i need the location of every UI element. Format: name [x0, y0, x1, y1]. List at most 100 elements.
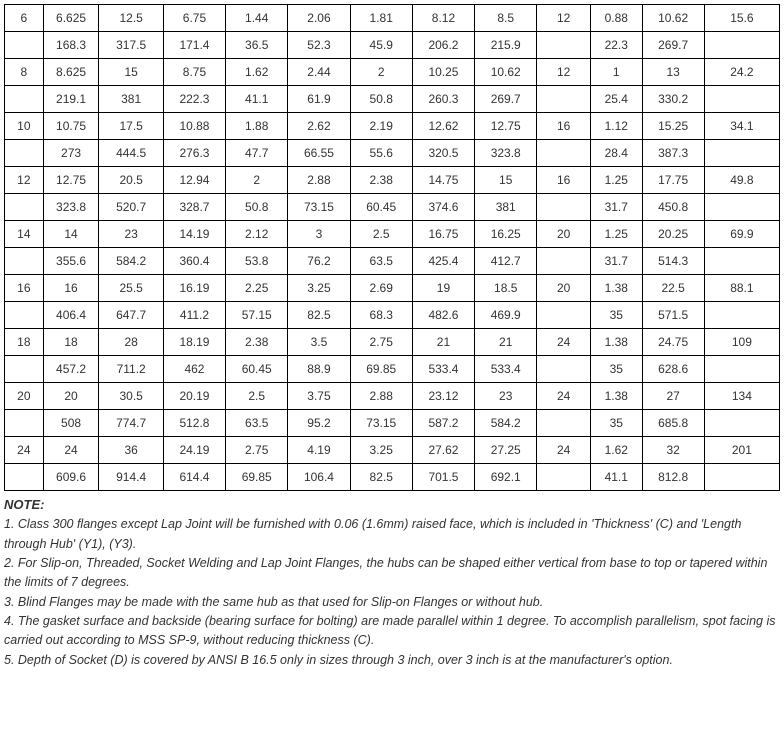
- table-cell: 609.6: [43, 464, 99, 491]
- table-cell: 2.75: [226, 437, 288, 464]
- table-cell: [537, 86, 591, 113]
- table-cell: 20: [537, 221, 591, 248]
- table-cell: 774.7: [99, 410, 163, 437]
- table-cell: 412.7: [475, 248, 537, 275]
- table-cell: 66.55: [288, 140, 350, 167]
- table-cell: [704, 140, 779, 167]
- table-cell: 260.3: [412, 86, 474, 113]
- table-cell: 69.9: [704, 221, 779, 248]
- table-cell: 1: [591, 59, 643, 86]
- table-cell: 323.8: [475, 140, 537, 167]
- table-cell: 36.5: [226, 32, 288, 59]
- table-cell: 88.1: [704, 275, 779, 302]
- table-cell: 2.38: [350, 167, 412, 194]
- table-cell: 50.8: [350, 86, 412, 113]
- table-cell: 69.85: [350, 356, 412, 383]
- table-cell: 31.7: [591, 194, 643, 221]
- table-cell: 2.62: [288, 113, 350, 140]
- table-cell: [537, 464, 591, 491]
- table-cell: 1.38: [591, 275, 643, 302]
- table-cell: 17.5: [99, 113, 163, 140]
- table-cell: 462: [163, 356, 225, 383]
- table-cell: 533.4: [475, 356, 537, 383]
- note-line: 3. Blind Flanges may be made with the sa…: [4, 593, 780, 612]
- table-cell: 8: [5, 59, 44, 86]
- table-cell: 41.1: [226, 86, 288, 113]
- table-cell: 23.12: [412, 383, 474, 410]
- table-cell: [704, 464, 779, 491]
- table-cell: 1.38: [591, 383, 643, 410]
- table-cell: 0.88: [591, 5, 643, 32]
- table-row: 273444.5276.347.766.5555.6320.5323.828.4…: [5, 140, 780, 167]
- table-cell: [704, 194, 779, 221]
- table-cell: 3.25: [350, 437, 412, 464]
- table-cell: 3: [288, 221, 350, 248]
- table-cell: 82.5: [288, 302, 350, 329]
- table-row: 168.3317.5171.436.552.345.9206.2215.922.…: [5, 32, 780, 59]
- table-cell: 35: [591, 302, 643, 329]
- table-cell: 18: [43, 329, 99, 356]
- table-cell: 76.2: [288, 248, 350, 275]
- table-cell: [537, 302, 591, 329]
- table-cell: 330.2: [642, 86, 704, 113]
- table-cell: 10.62: [475, 59, 537, 86]
- table-cell: 8.75: [163, 59, 225, 86]
- table-cell: 374.6: [412, 194, 474, 221]
- table-cell: 222.3: [163, 86, 225, 113]
- table-cell: 701.5: [412, 464, 474, 491]
- table-cell: 10.88: [163, 113, 225, 140]
- table-cell: 206.2: [412, 32, 474, 59]
- table-cell: [704, 248, 779, 275]
- table-cell: 12.75: [43, 167, 99, 194]
- table-cell: 28: [99, 329, 163, 356]
- table-row: 1212.7520.512.9422.882.3814.7515161.2517…: [5, 167, 780, 194]
- table-cell: 28.4: [591, 140, 643, 167]
- table-cell: 32: [642, 437, 704, 464]
- table-cell: 12.75: [475, 113, 537, 140]
- table-cell: 14.19: [163, 221, 225, 248]
- table-cell: 6.75: [163, 5, 225, 32]
- flange-dimensions-table: 66.62512.56.751.442.061.818.128.5120.881…: [4, 4, 780, 491]
- table-cell: 52.3: [288, 32, 350, 59]
- table-cell: 73.15: [350, 410, 412, 437]
- table-cell: [537, 248, 591, 275]
- table-cell: 15: [99, 59, 163, 86]
- table-cell: [704, 86, 779, 113]
- table-cell: 1.25: [591, 167, 643, 194]
- table-cell: 12.62: [412, 113, 474, 140]
- table-cell: 68.3: [350, 302, 412, 329]
- table-cell: 14: [43, 221, 99, 248]
- table-row: 406.4647.7411.257.1582.568.3482.6469.935…: [5, 302, 780, 329]
- table-row: 24243624.192.754.193.2527.6227.25241.623…: [5, 437, 780, 464]
- table-cell: 20: [5, 383, 44, 410]
- table-cell: 60.45: [350, 194, 412, 221]
- table-cell: 82.5: [350, 464, 412, 491]
- table-cell: 6: [5, 5, 44, 32]
- table-cell: 61.9: [288, 86, 350, 113]
- table-cell: 171.4: [163, 32, 225, 59]
- table-cell: 2.69: [350, 275, 412, 302]
- table-cell: 3.75: [288, 383, 350, 410]
- table-cell: [5, 464, 44, 491]
- table-cell: 381: [99, 86, 163, 113]
- table-cell: 8.12: [412, 5, 474, 32]
- table-row: 66.62512.56.751.442.061.818.128.5120.881…: [5, 5, 780, 32]
- table-cell: 812.8: [642, 464, 704, 491]
- table-cell: 134: [704, 383, 779, 410]
- table-cell: 269.7: [642, 32, 704, 59]
- table-cell: 10.62: [642, 5, 704, 32]
- table-cell: 16: [5, 275, 44, 302]
- note-line: 2. For Slip-on, Threaded, Socket Welding…: [4, 554, 780, 593]
- table-cell: 73.15: [288, 194, 350, 221]
- table-row: 609.6914.4614.469.85106.482.5701.5692.14…: [5, 464, 780, 491]
- table-cell: 22.3: [591, 32, 643, 59]
- table-cell: 20.25: [642, 221, 704, 248]
- notes-section: NOTE: 1. Class 300 flanges except Lap Jo…: [4, 495, 780, 670]
- table-cell: 584.2: [475, 410, 537, 437]
- table-cell: 15.25: [642, 113, 704, 140]
- table-cell: 18.5: [475, 275, 537, 302]
- table-cell: 1.62: [591, 437, 643, 464]
- table-row: 14142314.192.1232.516.7516.25201.2520.25…: [5, 221, 780, 248]
- table-cell: 12: [537, 5, 591, 32]
- table-cell: 914.4: [99, 464, 163, 491]
